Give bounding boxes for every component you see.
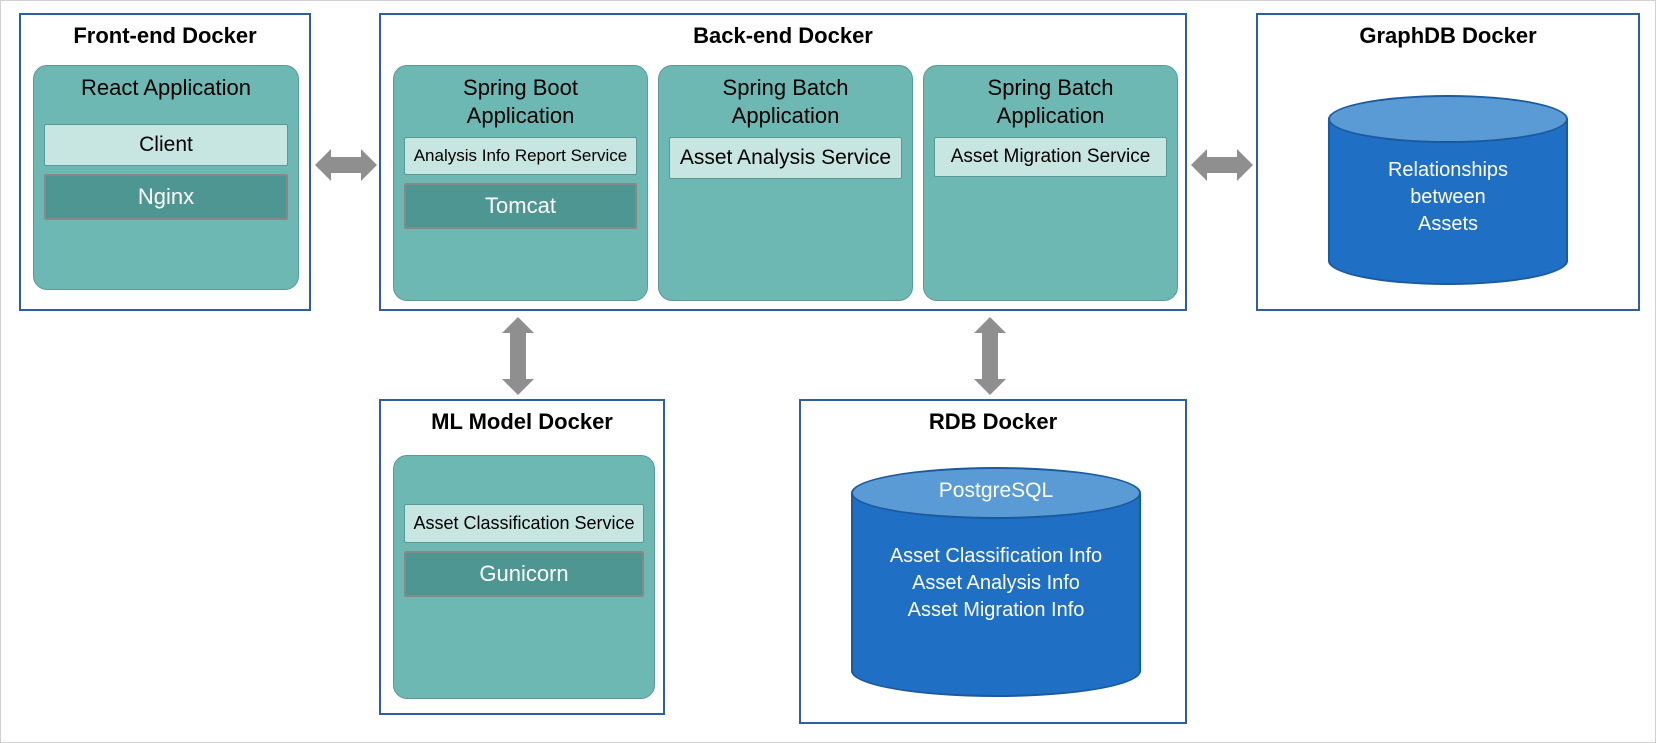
frontend-title: Front-end Docker [21, 15, 309, 59]
arrow-backend-graphdb [1191, 144, 1253, 186]
arrow-frontend-backend [315, 144, 377, 186]
spring-batch-panel-1: Spring Batch Application Asset Analysis … [658, 65, 913, 301]
asset-analysis-service: Asset Analysis Service [669, 137, 902, 179]
nginx-server: Nginx [44, 174, 288, 220]
spring-boot-title: Spring Boot Application [394, 66, 647, 129]
graphdb-title: GraphDB Docker [1258, 15, 1638, 59]
spring-batch-panel-2: Spring Batch Application Asset Migration… [923, 65, 1178, 301]
asset-migration-service: Asset Migration Service [934, 137, 1167, 177]
spring-batch-2-l1: Spring Batch [988, 75, 1114, 100]
graphdb-text-l1: Relationships [1388, 159, 1508, 181]
spring-boot-title-l1: Spring Boot [463, 75, 578, 100]
graphdb-container: GraphDB Docker Relationships between Ass… [1256, 13, 1640, 311]
gunicorn-server: Gunicorn [404, 551, 644, 597]
mlmodel-title: ML Model Docker [381, 401, 663, 445]
backend-container: Back-end Docker Spring Boot Application … [379, 13, 1187, 311]
react-app-title: React Application [34, 66, 298, 102]
backend-title: Back-end Docker [381, 15, 1185, 59]
rdb-top-label: PostgreSQL [851, 479, 1141, 503]
mlmodel-panel: Asset Classification Service Gunicorn [393, 455, 655, 699]
mlmodel-container: ML Model Docker Asset Classification Ser… [379, 399, 665, 715]
arrow-backend-rdb [969, 317, 1011, 395]
client-service: Client [44, 124, 288, 166]
graphdb-text-l2: between [1410, 186, 1486, 208]
rdb-text-l1: Asset Classification Info [890, 545, 1102, 567]
rdb-text-l2: Asset Analysis Info [912, 572, 1080, 594]
graphdb-cylinder: Relationships between Assets [1328, 95, 1568, 285]
rdb-container: RDB Docker PostgreSQL Asset Classificati… [799, 399, 1187, 724]
rdb-title: RDB Docker [801, 401, 1185, 445]
spring-batch-2-title: Spring Batch Application [924, 66, 1177, 129]
spring-boot-panel: Spring Boot Application Analysis Info Re… [393, 65, 648, 301]
rdb-text-l3: Asset Migration Info [908, 599, 1085, 621]
spring-batch-1-l1: Spring Batch [723, 75, 849, 100]
asset-classification-service: Asset Classification Service [404, 504, 644, 543]
arrow-backend-mlmodel [497, 317, 539, 395]
rdb-cylinder: PostgreSQL Asset Classification Info Ass… [851, 467, 1141, 697]
graphdb-cyl-top [1328, 95, 1568, 143]
tomcat-server: Tomcat [404, 183, 637, 229]
spring-batch-1-title: Spring Batch Application [659, 66, 912, 129]
spring-batch-1-l2: Application [732, 103, 840, 128]
spring-batch-2-l2: Application [997, 103, 1105, 128]
react-app-panel: React Application Client Nginx [33, 65, 299, 290]
frontend-container: Front-end Docker React Application Clien… [19, 13, 311, 311]
spring-boot-title-l2: Application [467, 103, 575, 128]
analysis-report-service: Analysis Info Report Service [404, 137, 637, 175]
graphdb-cyl-text: Relationships between Assets [1328, 157, 1568, 238]
graphdb-text-l3: Assets [1418, 213, 1478, 235]
rdb-cyl-text: Asset Classification Info Asset Analysis… [851, 543, 1141, 624]
